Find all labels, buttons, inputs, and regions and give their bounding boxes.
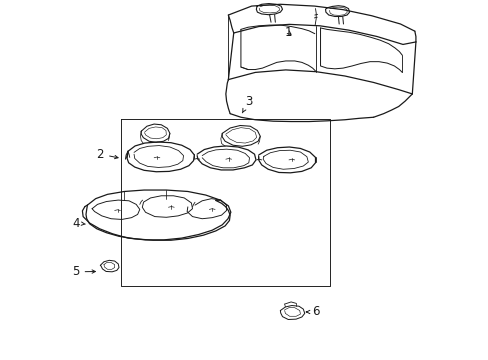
Text: 1: 1	[284, 26, 291, 39]
Text: 2: 2	[97, 148, 118, 161]
Text: 3: 3	[242, 95, 252, 113]
Text: 4: 4	[72, 216, 85, 230]
Text: 5: 5	[72, 265, 95, 278]
Text: 6: 6	[306, 306, 319, 319]
